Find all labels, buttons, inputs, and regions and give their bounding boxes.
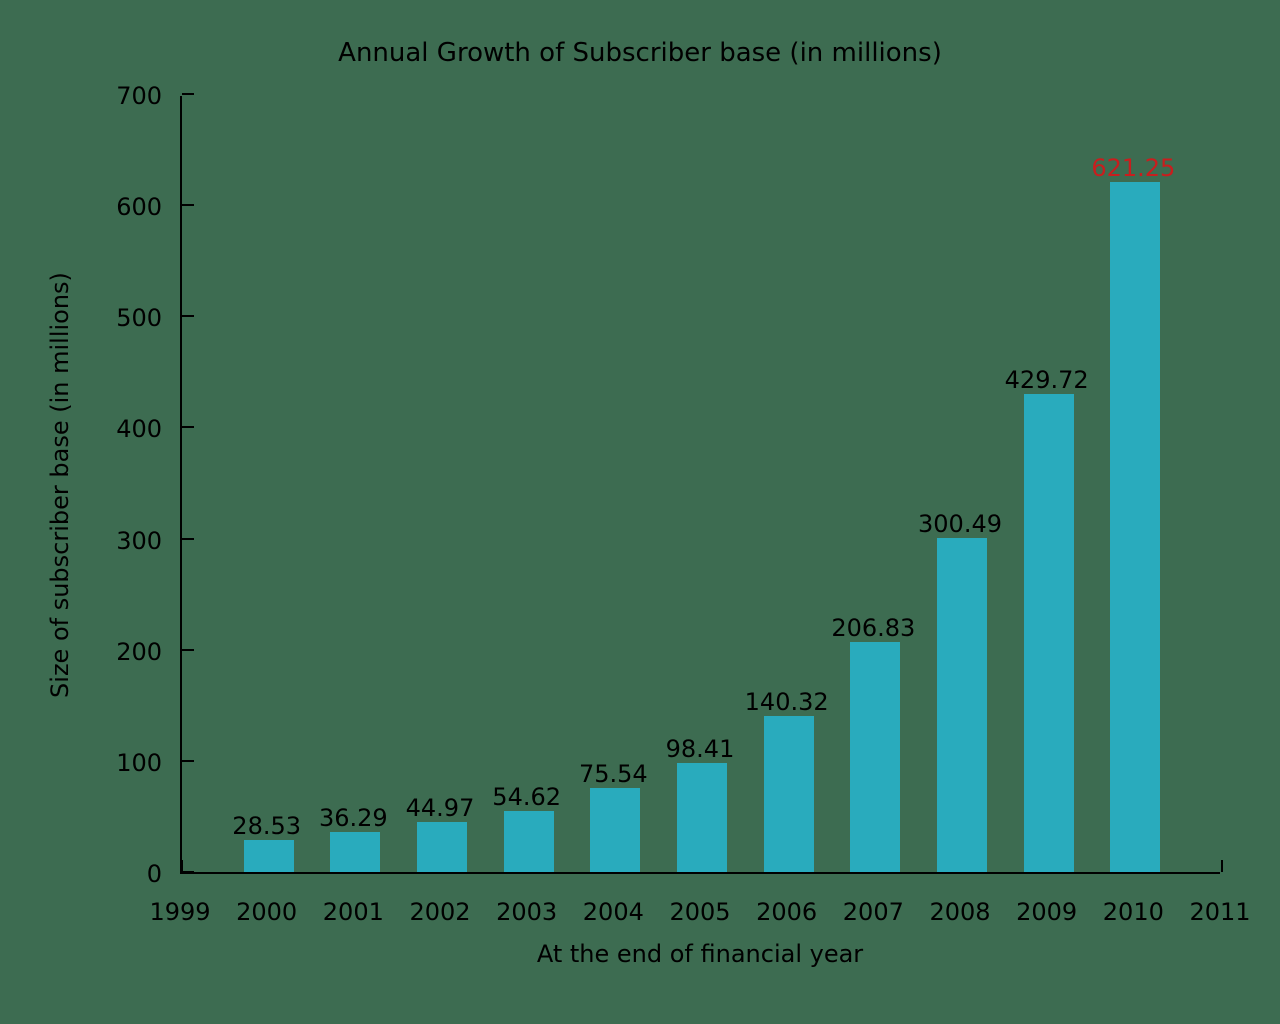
- x-tick-label: 2001: [323, 898, 384, 926]
- chart-title: Annual Growth of Subscriber base (in mil…: [0, 38, 1280, 68]
- x-tick-label: 2003: [496, 898, 557, 926]
- y-tick: [182, 871, 194, 873]
- bar-value-label: 206.83: [831, 614, 915, 642]
- bar: [590, 788, 640, 872]
- y-tick: [182, 538, 194, 540]
- bar-value-label: 140.32: [745, 688, 829, 716]
- x-tick-label: 2009: [1016, 898, 1077, 926]
- bar-value-label: 75.54: [579, 760, 648, 788]
- x-tick-label: 2004: [583, 898, 644, 926]
- bar-value-label: 44.97: [406, 794, 475, 822]
- y-tick: [182, 93, 194, 95]
- y-tick-label: 300: [116, 527, 162, 555]
- y-tick-label: 0: [147, 860, 162, 888]
- x-axis-label: At the end of financial year: [180, 940, 1220, 968]
- y-axis-label: Size of subscriber base (in millions): [46, 96, 74, 874]
- x-tick-label: 2011: [1189, 898, 1250, 926]
- y-tick: [182, 426, 194, 428]
- y-tick: [182, 649, 194, 651]
- bar: [764, 716, 814, 872]
- bar: [850, 642, 900, 872]
- bar-value-label: 54.62: [492, 783, 561, 811]
- y-tick-label: 500: [116, 304, 162, 332]
- x-tick-label: 2002: [409, 898, 470, 926]
- x-tick-label: 2010: [1103, 898, 1164, 926]
- chart-canvas: Annual Growth of Subscriber base (in mil…: [0, 0, 1280, 1024]
- bar: [330, 832, 380, 872]
- y-tick: [182, 760, 194, 762]
- y-tick-label: 100: [116, 749, 162, 777]
- y-tick-label: 200: [116, 638, 162, 666]
- bar-value-label: 36.29: [319, 804, 388, 832]
- x-tick-label: 2000: [236, 898, 297, 926]
- bar-value-label: 98.41: [666, 735, 735, 763]
- bar-value-label: 429.72: [1005, 366, 1089, 394]
- bar: [504, 811, 554, 872]
- bar-value-label: 621.25: [1091, 154, 1175, 182]
- x-tick-label: 1999: [149, 898, 210, 926]
- bar: [677, 763, 727, 872]
- y-tick-label: 400: [116, 415, 162, 443]
- bar: [1110, 182, 1160, 872]
- y-tick: [182, 315, 194, 317]
- bar-value-label: 300.49: [918, 510, 1002, 538]
- x-tick-label: 2008: [929, 898, 990, 926]
- x-tick: [1221, 860, 1223, 872]
- y-tick-label: 700: [116, 82, 162, 110]
- y-tick-label: 600: [116, 193, 162, 221]
- bar: [244, 840, 294, 872]
- x-tick-label: 2007: [843, 898, 904, 926]
- x-tick-label: 2006: [756, 898, 817, 926]
- bar-value-label: 28.53: [232, 812, 301, 840]
- y-tick: [182, 204, 194, 206]
- x-tick-label: 2005: [669, 898, 730, 926]
- bar: [937, 538, 987, 872]
- bar: [417, 822, 467, 872]
- bar: [1024, 394, 1074, 872]
